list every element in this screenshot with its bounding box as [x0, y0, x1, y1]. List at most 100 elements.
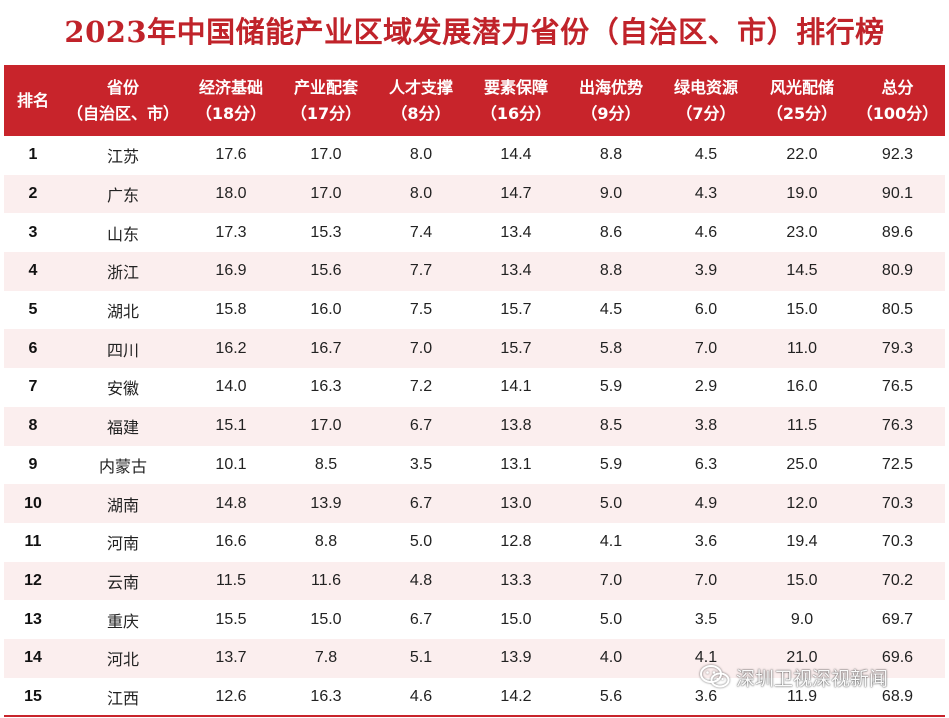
rank-cell: 9 [28, 455, 38, 473]
score-cell: 7.7 [409, 262, 433, 280]
column-header-title: 人才支撑 [388, 77, 453, 97]
table-row: 2 广东 18.0 17.0 8.0 14.7 9.0 4.3 19.0 90.1 [4, 174, 945, 214]
table-row: 10 湖南 14.8 13.9 6.7 13.0 5.0 4.9 12.0 70.3 [4, 484, 945, 523]
column-header: 经济基础 （18分） [184, 65, 278, 136]
province-cell: 湖北 [106, 302, 139, 322]
score-cell: 11.5 [787, 417, 817, 435]
score-cell: 2.9 [694, 378, 718, 396]
province-cell: 云南 [106, 572, 139, 592]
rank-cell: 10 [24, 494, 42, 512]
score-cell: 14.0 [215, 378, 247, 396]
table-row: 11 河南 16.6 8.8 5.0 12.8 4.1 3.6 19.4 70.3 [4, 522, 945, 562]
score-cell: 5.0 [599, 610, 623, 628]
total-score-cell: 69.7 [881, 610, 914, 628]
score-cell: 4.5 [599, 301, 623, 319]
score-cell: 5.9 [599, 455, 623, 473]
table-row: 12 云南 11.5 11.6 4.8 13.3 7.0 7.0 15.0 70.2 [4, 561, 945, 601]
score-cell: 21.0 [786, 649, 818, 667]
score-cell: 13.8 [500, 417, 532, 435]
province-cell: 江苏 [106, 147, 139, 167]
score-cell: 16.2 [215, 339, 247, 357]
column-header: 省份 （自治区、市） [62, 65, 184, 136]
score-cell: 6.7 [409, 610, 433, 628]
table-row: 1 江苏 17.6 17.0 8.0 14.4 8.8 4.5 22.0 92.3 [4, 136, 945, 175]
total-score-cell: 68.9 [881, 687, 914, 705]
score-cell: 15.8 [215, 301, 247, 319]
column-header-weight: （16分） [480, 103, 552, 123]
rank-cell: 11 [24, 533, 42, 551]
score-cell: 7.2 [409, 378, 433, 396]
total-score-cell: 70.2 [881, 571, 914, 589]
column-header-title: 出海优势 [578, 77, 643, 97]
score-cell: 8.0 [409, 146, 433, 164]
column-header-weight: （25分） [766, 103, 838, 123]
score-cell: 4.8 [409, 571, 433, 589]
score-cell: 8.8 [599, 262, 623, 280]
rank-cell: 7 [28, 378, 38, 396]
score-cell: 3.8 [694, 417, 718, 435]
ranking-table: 排名 省份 （自治区、市） 经济基础 （18分） 产业配套 （17分） 人才支撑 （8分） 要素保… [4, 65, 945, 717]
score-cell: 4.6 [409, 687, 433, 705]
score-cell: 5.0 [409, 533, 433, 551]
score-cell: 19.0 [786, 185, 818, 203]
score-cell: 16.3 [310, 687, 342, 705]
score-cell: 15.6 [310, 262, 342, 280]
province-cell: 山东 [106, 224, 139, 244]
table-row: 5 湖北 15.8 16.0 7.5 15.7 4.5 6.0 15.0 80.5 [4, 290, 945, 330]
score-cell: 16.0 [310, 301, 342, 319]
score-cell: 7.0 [599, 571, 623, 589]
column-header: 绿电资源 （7分） [658, 65, 754, 136]
score-cell: 13.0 [500, 494, 532, 512]
score-cell: 13.9 [310, 494, 342, 512]
score-cell: 3.5 [409, 455, 433, 473]
total-score-cell: 70.3 [881, 533, 914, 551]
table-body: 1 江苏 17.6 17.0 8.0 14.4 8.8 4.5 22.0 92.3 2 广东 18.0 1… [4, 136, 945, 717]
column-header-weight: （17分） [290, 103, 362, 123]
score-cell: 17.0 [310, 146, 342, 164]
rank-cell: 5 [28, 301, 38, 319]
total-score-cell: 76.5 [881, 378, 914, 396]
column-header-title: 绿电资源 [673, 77, 738, 97]
province-cell: 安徽 [106, 379, 139, 399]
score-cell: 8.6 [599, 223, 623, 241]
column-header-title: 总分 [881, 77, 914, 97]
score-cell: 8.5 [599, 417, 623, 435]
column-header-title: 省份 [106, 77, 139, 97]
score-cell: 14.4 [500, 146, 532, 164]
score-cell: 7.4 [409, 223, 433, 241]
rank-cell: 13 [24, 610, 42, 628]
score-cell: 9.0 [599, 185, 623, 203]
score-cell: 5.9 [599, 378, 623, 396]
rank-cell: 8 [28, 417, 38, 435]
score-cell: 7.0 [409, 339, 433, 357]
score-cell: 13.4 [500, 223, 532, 241]
score-cell: 3.6 [694, 533, 718, 551]
score-cell: 14.5 [786, 262, 818, 280]
column-header: 要素保障 （16分） [468, 65, 564, 136]
table-row: 6 四川 16.2 16.7 7.0 15.7 5.8 7.0 11.0 79.3 [4, 329, 945, 369]
total-score-cell: 70.3 [881, 494, 914, 512]
header-row: 排名 省份 （自治区、市） 经济基础 （18分） 产业配套 （17分） 人才支撑 （8分） 要素保… [4, 65, 945, 136]
total-score-cell: 69.6 [881, 649, 914, 667]
score-cell: 17.0 [310, 185, 342, 203]
score-cell: 7.0 [694, 571, 718, 589]
total-score-cell: 80.5 [881, 301, 914, 319]
score-cell: 4.3 [694, 185, 718, 203]
score-cell: 16.3 [310, 378, 342, 396]
column-header-title: 风光配储 [769, 77, 834, 97]
rank-cell: 15 [24, 687, 42, 705]
score-cell: 19.4 [786, 533, 818, 551]
score-cell: 12.6 [215, 687, 247, 705]
score-cell: 13.7 [215, 649, 247, 667]
score-cell: 6.3 [694, 455, 718, 473]
table-row: 3 山东 17.3 15.3 7.4 13.4 8.6 4.6 23.0 89.6 [4, 213, 945, 253]
province-cell: 河北 [106, 650, 139, 670]
score-cell: 8.0 [409, 185, 433, 203]
total-score-cell: 72.5 [881, 455, 914, 473]
total-score-cell: 79.3 [881, 339, 914, 357]
rank-cell: 4 [28, 262, 38, 280]
score-cell: 15.7 [500, 339, 532, 357]
score-cell: 5.6 [599, 687, 623, 705]
score-cell: 5.1 [409, 649, 433, 667]
column-header-title: 经济基础 [198, 77, 263, 97]
